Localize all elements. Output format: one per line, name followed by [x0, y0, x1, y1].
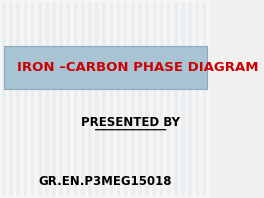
Bar — [67, 2, 70, 196]
Text: PRESENTED BY: PRESENTED BY — [81, 116, 180, 129]
Bar — [110, 2, 113, 196]
Bar — [9, 2, 13, 196]
Bar — [38, 2, 41, 196]
Bar — [88, 2, 92, 196]
Bar — [74, 2, 77, 196]
Bar — [153, 2, 156, 196]
Bar — [131, 2, 135, 196]
Bar — [167, 2, 171, 196]
Bar — [160, 2, 163, 196]
Bar — [23, 2, 27, 196]
Bar — [59, 2, 63, 196]
Bar — [196, 2, 199, 196]
Bar — [117, 2, 120, 196]
Bar — [138, 2, 142, 196]
Bar — [4, 46, 206, 89]
Bar — [145, 2, 149, 196]
FancyBboxPatch shape — [0, 0, 213, 198]
Bar — [203, 2, 206, 196]
Bar — [181, 2, 185, 196]
Bar — [2, 2, 6, 196]
Text: IRON –CARBON PHASE DIAGRAM: IRON –CARBON PHASE DIAGRAM — [17, 61, 258, 74]
Bar — [102, 2, 106, 196]
Bar — [124, 2, 128, 196]
Bar — [31, 2, 34, 196]
Text: GR.EN.P3MEG15018: GR.EN.P3MEG15018 — [39, 175, 172, 188]
Bar — [174, 2, 178, 196]
Bar — [52, 2, 56, 196]
Bar — [95, 2, 99, 196]
Bar — [210, 2, 214, 196]
Bar — [16, 2, 20, 196]
Bar — [45, 2, 49, 196]
Bar — [188, 2, 192, 196]
Bar — [81, 2, 84, 196]
